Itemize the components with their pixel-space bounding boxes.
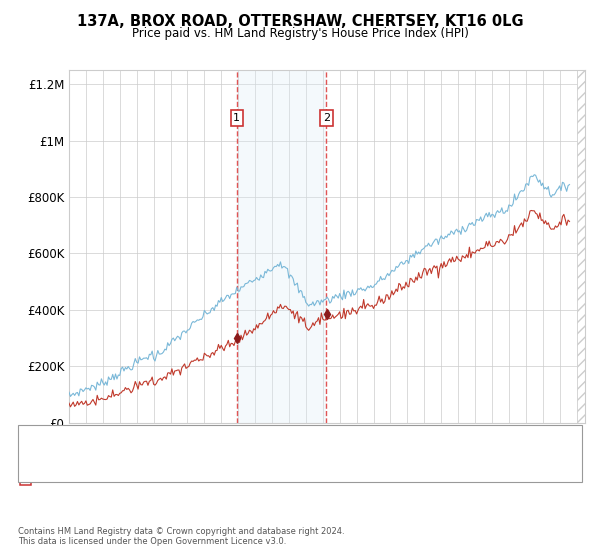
Text: —: — bbox=[36, 429, 50, 442]
Text: 23% ↓ HPI: 23% ↓ HPI bbox=[324, 473, 379, 483]
Bar bbox=[237, 70, 326, 423]
Text: 137A, BROX ROAD, OTTERSHAW, CHERTSEY, KT16 0LG: 137A, BROX ROAD, OTTERSHAW, CHERTSEY, KT… bbox=[77, 14, 523, 29]
Text: 1: 1 bbox=[22, 459, 29, 469]
Bar bbox=[577, 70, 585, 423]
Text: £300,000: £300,000 bbox=[192, 459, 241, 469]
Text: Contains HM Land Registry data © Crown copyright and database right 2024.
This d: Contains HM Land Registry data © Crown c… bbox=[18, 526, 344, 546]
Text: 2: 2 bbox=[22, 473, 29, 483]
Text: 1: 1 bbox=[233, 113, 241, 123]
Text: 27% ↓ HPI: 27% ↓ HPI bbox=[324, 459, 379, 469]
Text: —: — bbox=[36, 438, 50, 452]
Text: 2: 2 bbox=[323, 113, 330, 123]
Text: 10-DEC-2004: 10-DEC-2004 bbox=[51, 459, 120, 469]
Text: 26-MAR-2010: 26-MAR-2010 bbox=[51, 473, 121, 483]
Text: 137A, BROX ROAD, OTTERSHAW, CHERTSEY, KT16 0LG (detached house): 137A, BROX ROAD, OTTERSHAW, CHERTSEY, KT… bbox=[63, 431, 426, 441]
Text: HPI: Average price, detached house, Runnymede: HPI: Average price, detached house, Runn… bbox=[63, 440, 307, 450]
Text: £385,000: £385,000 bbox=[192, 473, 241, 483]
Text: Price paid vs. HM Land Registry's House Price Index (HPI): Price paid vs. HM Land Registry's House … bbox=[131, 27, 469, 40]
